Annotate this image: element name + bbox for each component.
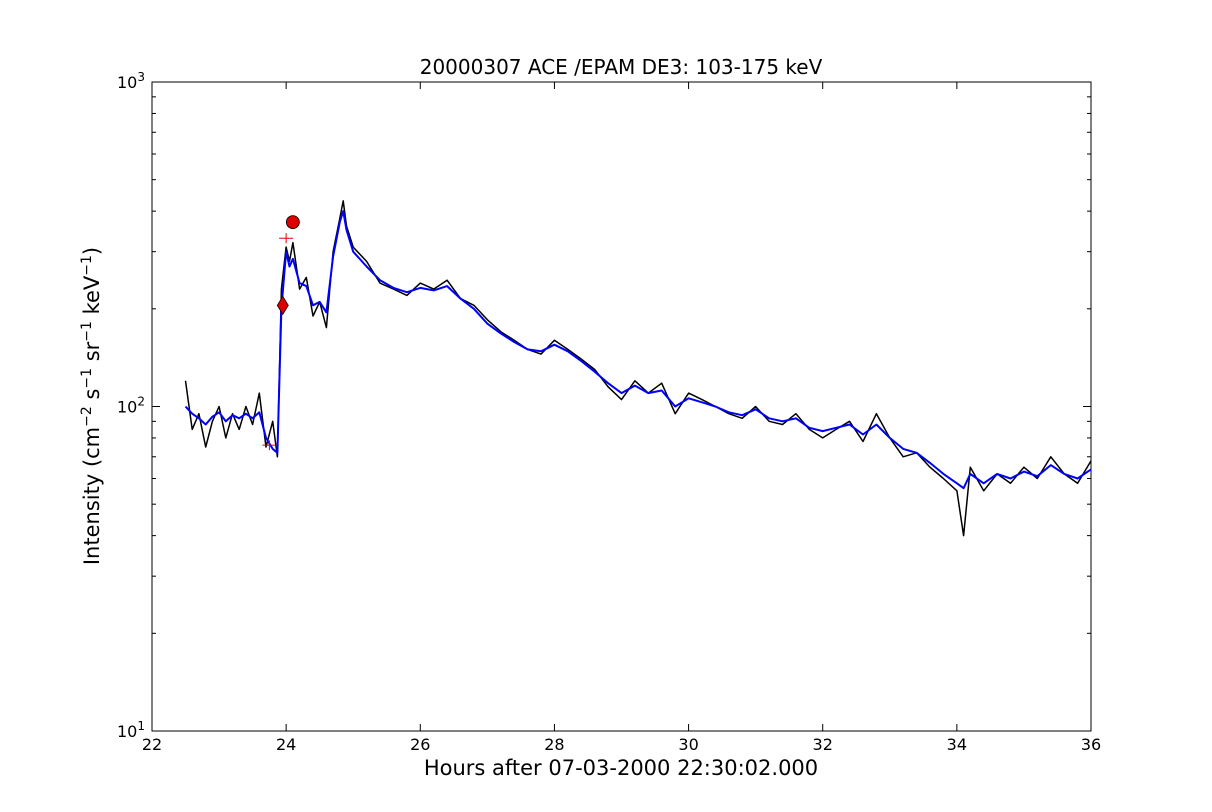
plot-frame xyxy=(151,81,1092,732)
y-label-s-exp: −1 xyxy=(79,368,95,389)
peak-marker-circle xyxy=(285,215,300,230)
plus-marker xyxy=(279,233,294,244)
y-label-cm-exp: −2 xyxy=(79,406,95,427)
y-label-suffix: ) xyxy=(80,247,104,255)
series-layer xyxy=(184,200,1092,537)
x-tick-label: 32 xyxy=(813,735,833,754)
plus-marker xyxy=(262,440,277,451)
y-tick-label: 102 xyxy=(117,395,145,417)
y-label-sr-exp: −1 xyxy=(79,321,95,342)
x-tick-label: 30 xyxy=(678,735,698,754)
plot-area: 22 24 26 28 30 32 34 36 101 102 103 xyxy=(117,70,1101,754)
series-line-smoothed xyxy=(184,210,1092,490)
x-tick-label: 28 xyxy=(544,735,564,754)
chart-title: 20000307 ACE /EPAM DE3: 103-175 keV xyxy=(420,55,823,79)
x-tick-label: 34 xyxy=(947,735,967,754)
y-label-kev-exp: −1 xyxy=(79,255,95,276)
x-tick-label: 36 xyxy=(1081,735,1101,754)
x-tick-label: 24 xyxy=(276,735,296,754)
y-axis-label: Intensity (cm−2 s−1 sr−1 keV−1) xyxy=(79,247,104,565)
y-label-kev: keV xyxy=(80,275,104,321)
y-label-s: s xyxy=(80,389,104,407)
x-axis-label: Hours after 07-03-2000 22:30:02.000 xyxy=(424,756,818,780)
onset-marker-diamond xyxy=(276,295,289,316)
x-tick-label: 22 xyxy=(142,735,162,754)
y-tick-label: 101 xyxy=(117,719,145,741)
x-tick-label: 26 xyxy=(410,735,430,754)
y-label-sr: sr xyxy=(80,341,104,368)
y-label-prefix: Intensity (cm xyxy=(80,427,104,565)
ticks-layer: 22 24 26 28 30 32 34 36 101 102 103 xyxy=(117,70,1101,754)
y-tick-label: 103 xyxy=(117,70,145,92)
marker-layer xyxy=(262,215,300,451)
